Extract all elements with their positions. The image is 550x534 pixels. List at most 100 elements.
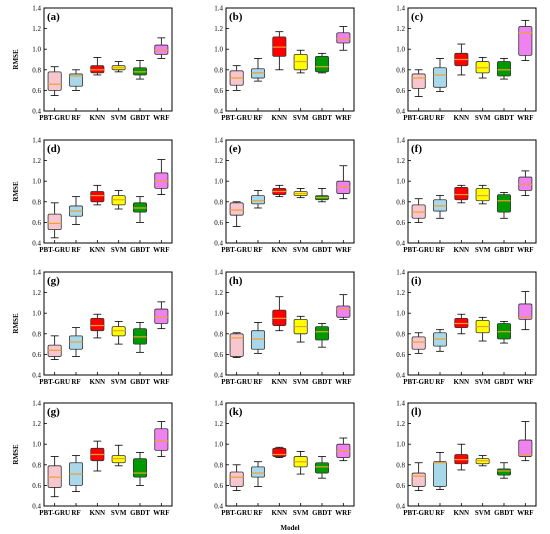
box-gbdt [132, 322, 148, 353]
y-tick-label: 1.2 [214, 25, 223, 33]
y-tick-label: 1.4 [396, 137, 405, 145]
iqr-box [518, 439, 533, 457]
y-tick-label: 0.8 [214, 461, 223, 469]
x-tick-label: KNN [90, 509, 106, 517]
y-tick-label: 0.6 [32, 219, 41, 227]
y-tick-label: 0.8 [32, 330, 41, 338]
panel-label: (g) [47, 275, 60, 287]
y-axis-title: RMSE [12, 313, 20, 334]
axes-frame [407, 402, 537, 507]
y-tick-label: 0.4 [32, 503, 41, 511]
y-tick-label: 0.6 [32, 87, 41, 95]
y-tick-label: 1.0 [32, 441, 41, 449]
y-tick-label: 1.2 [32, 25, 41, 33]
y-tick-label: 1.4 [32, 269, 41, 277]
y-tick-label: 1.2 [396, 157, 405, 165]
iqr-box [518, 26, 533, 56]
box-gbdt [314, 323, 330, 348]
iqr-box [496, 468, 512, 476]
y-tick-label: 1.0 [396, 178, 405, 186]
box-knn [454, 313, 469, 335]
panel-label: (a) [47, 11, 60, 23]
box-gbdt [496, 321, 512, 344]
y-tick-label: 1.0 [396, 441, 405, 449]
y-tick-label: 1.4 [214, 5, 223, 13]
box-knn [454, 43, 469, 76]
x-tick-label: RF [71, 114, 80, 122]
y-tick-label: 1.4 [396, 5, 405, 13]
x-tick-label: KNN [272, 378, 288, 386]
panel-4: 0.4 0.6 0.8 1.0 1.2 1.4 PBT-GRU RF KNN SVM GBDT WRF… [12, 137, 173, 254]
box-pbt-gru [411, 69, 426, 97]
box-rf [250, 322, 266, 354]
x-tick-label: SVM [293, 246, 309, 254]
y-tick-label: 0.8 [396, 461, 405, 469]
panel-9: 0.4 0.6 0.8 1.0 1.2 1.4 PBT-GRU RF KNN SVM GBDT WRF… [396, 269, 537, 386]
box-knn [90, 57, 105, 76]
x-tick-label: PBT-GRU [403, 114, 434, 122]
box-pbt-gru [47, 202, 62, 239]
x-tick-label: SVM [111, 509, 127, 517]
panel-8: 0.4 0.6 0.8 1.0 1.2 1.4 PBT-GRU RF KNN SVM GBDT WRF… [214, 269, 355, 386]
y-tick-label: 1.4 [32, 400, 41, 408]
panel-5: 0.4 0.6 0.8 1.0 1.2 1.4 PBT-GRU RF KNN SVM GBDT WRF… [214, 137, 355, 254]
x-tick-label: PBT-GRU [39, 114, 70, 122]
x-tick-label: RF [435, 246, 444, 254]
y-tick-label: 1.0 [32, 178, 41, 186]
box-rf [68, 196, 84, 225]
box-knn [454, 184, 469, 204]
y-tick-label: 1.0 [32, 310, 41, 318]
box-gbdt [132, 60, 148, 80]
panel-6: 0.4 0.6 0.8 1.0 1.2 1.4 PBT-GRU RF KNN SVM GBDT WRF… [396, 137, 537, 254]
box-svm [111, 61, 126, 73]
y-tick-label: 0.8 [214, 198, 223, 206]
iqr-box [250, 330, 266, 350]
x-tick-label: SVM [293, 509, 309, 517]
box-wrf [336, 437, 351, 462]
box-wrf [154, 37, 169, 59]
box-knn [90, 184, 105, 206]
axes-frame [407, 271, 537, 376]
box-pbt-gru [229, 464, 244, 491]
iqr-box [314, 56, 330, 73]
x-tick-label: RF [253, 509, 262, 517]
y-tick-label: 1.0 [214, 178, 223, 186]
y-tick-label: 0.6 [214, 87, 223, 95]
y-tick-label: 0.4 [214, 108, 223, 116]
axes-frame [407, 139, 537, 244]
y-tick-label: 0.4 [214, 503, 223, 511]
y-tick-label: 0.4 [214, 240, 223, 248]
iqr-box [47, 71, 62, 91]
box-gbdt [314, 52, 330, 74]
y-tick-label: 1.2 [214, 289, 223, 297]
x-tick-label: PBT-GRU [403, 509, 434, 517]
box-rf [68, 69, 84, 91]
panel-label: (h) [229, 275, 243, 287]
x-tick-label: PBT-GRU [403, 378, 434, 386]
x-tick-label: PBT-GRU [221, 378, 252, 386]
iqr-box [132, 458, 148, 478]
x-tick-label: SVM [475, 509, 491, 517]
y-tick-label: 1.2 [396, 25, 405, 33]
panel-7: 0.4 0.6 0.8 1.0 1.2 1.4 PBT-GRU RF KNN SVM GBDT WRF… [12, 269, 173, 386]
iqr-box [229, 471, 244, 487]
iqr-box [336, 32, 351, 44]
x-tick-label: GBDT [494, 246, 514, 254]
box-pbt-gru [229, 201, 244, 227]
x-tick-label: GBDT [312, 509, 332, 517]
iqr-box [229, 333, 244, 357]
x-tick-label: RF [435, 509, 444, 517]
x-tick-label: GBDT [130, 509, 150, 517]
box-gbdt [132, 452, 148, 486]
y-tick-label: 0.4 [396, 108, 405, 116]
box-svm [475, 316, 490, 342]
y-tick-label: 0.8 [396, 330, 405, 338]
box-gbdt [132, 196, 148, 223]
y-tick-label: 1.0 [396, 310, 405, 318]
x-tick-label: WRF [517, 246, 533, 254]
x-tick-label: KNN [454, 114, 470, 122]
box-knn [272, 184, 287, 198]
iqr-box [432, 461, 448, 487]
